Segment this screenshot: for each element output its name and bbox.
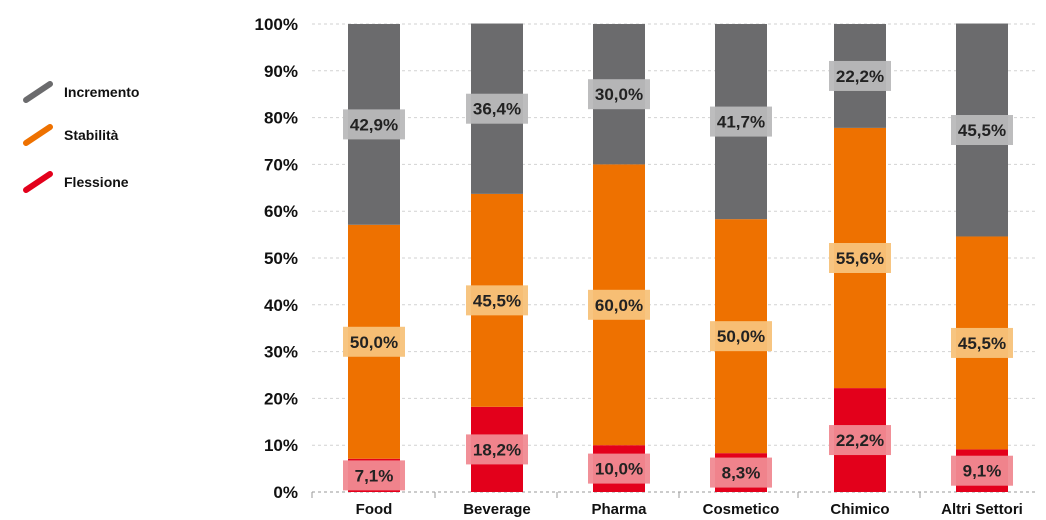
- data-label-box: [588, 289, 650, 320]
- data-label-box: [710, 106, 772, 137]
- data-label: 36,4%: [473, 100, 521, 119]
- data-label: 10,0%: [595, 460, 643, 479]
- data-label: 30,0%: [595, 85, 643, 104]
- data-label-box: [951, 327, 1013, 358]
- data-label: 55,6%: [836, 249, 884, 268]
- y-tick-label: 70%: [264, 155, 298, 174]
- data-label: 41,7%: [717, 113, 765, 132]
- x-category-label: Pharma: [591, 501, 647, 518]
- data-label: 60,0%: [595, 296, 643, 315]
- data-label-box: [466, 434, 528, 465]
- data-label: 18,2%: [473, 440, 521, 459]
- data-label-box: [343, 460, 405, 491]
- data-label: 45,5%: [958, 334, 1006, 353]
- data-label-box: [343, 109, 405, 140]
- data-label: 8,3%: [722, 464, 761, 483]
- legend-swatch-incremento: [23, 81, 53, 103]
- data-label-box: [951, 115, 1013, 146]
- y-tick-label: 80%: [264, 109, 298, 128]
- data-label-box: [710, 457, 772, 488]
- legend-swatch-flessione: [23, 171, 53, 193]
- data-label: 45,5%: [958, 121, 1006, 140]
- x-category-label: Cosmetico: [703, 501, 780, 518]
- data-label-box: [829, 243, 891, 273]
- data-label-box: [829, 60, 891, 91]
- legend-label-incremento: Incremento: [64, 84, 139, 100]
- data-label: 22,2%: [836, 67, 884, 86]
- data-label-box: [466, 285, 528, 316]
- y-tick-label: 30%: [264, 343, 298, 362]
- data-label: 9,1%: [963, 462, 1002, 481]
- y-tick-label: 10%: [264, 436, 298, 455]
- data-label: 50,0%: [350, 333, 398, 352]
- data-label-box: [343, 326, 405, 357]
- y-tick-label: 0%: [273, 483, 298, 502]
- x-category-label: Beverage: [463, 501, 531, 518]
- y-tick-label: 20%: [264, 389, 298, 408]
- data-label-box: [710, 321, 772, 352]
- y-tick-label: 50%: [264, 249, 298, 268]
- legend-label-stabilit: Stabilità: [64, 127, 119, 143]
- legend-swatch-stabilit: [23, 124, 53, 146]
- data-label-box: [588, 79, 650, 110]
- data-label: 50,0%: [717, 327, 765, 346]
- y-tick-label: 60%: [264, 202, 298, 221]
- data-label-box: [829, 425, 891, 456]
- y-tick-label: 90%: [264, 62, 298, 81]
- x-category-label: Altri Settori: [941, 501, 1023, 518]
- data-label: 45,5%: [473, 291, 521, 310]
- data-label: 7,1%: [355, 466, 394, 485]
- x-category-label: Chimico: [830, 501, 889, 518]
- data-label-box: [466, 93, 528, 124]
- data-label: 42,9%: [350, 115, 398, 134]
- y-tick-label: 40%: [264, 296, 298, 315]
- y-tick-label: 100%: [255, 15, 298, 34]
- data-label-box: [951, 455, 1013, 486]
- data-label: 22,2%: [836, 431, 884, 450]
- x-category-label: Food: [356, 501, 393, 518]
- legend-label-flessione: Flessione: [64, 174, 129, 190]
- data-label-box: [588, 453, 650, 484]
